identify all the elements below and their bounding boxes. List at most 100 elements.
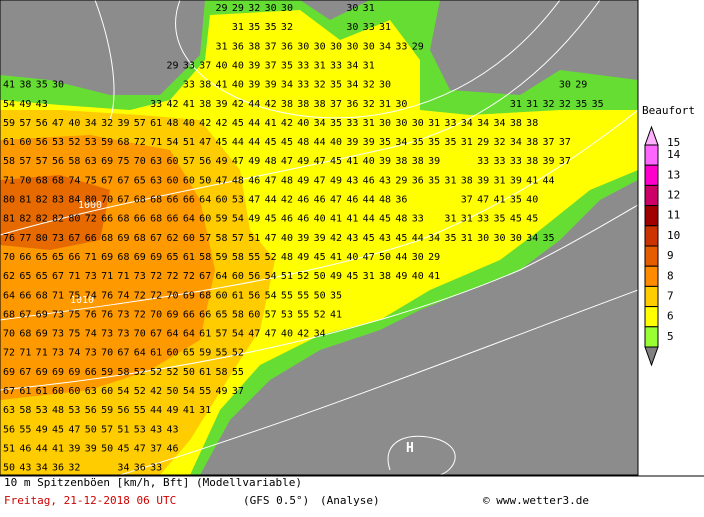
grid-value: 71 [85, 252, 97, 263]
grid-value: 38 [395, 156, 407, 167]
grid-value: 31 [363, 118, 375, 129]
grid-value: 71 [117, 271, 129, 282]
grid-value: 35 [543, 233, 555, 244]
grid-value: 64 [134, 348, 146, 359]
grid-value: 47 [477, 195, 489, 206]
grid-value: 67 [117, 348, 129, 359]
grid-value: 66 [199, 309, 211, 320]
grid-value: 50 [314, 271, 326, 282]
grid-value: 56 [248, 271, 260, 282]
grid-value: 43 [36, 99, 48, 110]
grid-value: 67 [101, 175, 113, 186]
grid-value: 66 [101, 214, 113, 225]
grid-value: 70 [134, 329, 146, 340]
grid-value: 57 [19, 156, 31, 167]
grid-value: 75 [68, 309, 80, 320]
grid-value: 40 [346, 252, 358, 263]
grid-value: 37 [543, 137, 555, 148]
grid-value: 29 [412, 41, 424, 52]
grid-value: 51 [183, 137, 195, 148]
grid-value: 31 [232, 22, 244, 33]
grid-value: 47 [330, 195, 342, 206]
grid-value: 71 [52, 290, 64, 301]
grid-value: 41 [428, 271, 440, 282]
grid-value: 47 [265, 175, 277, 186]
grid-value: 72 [150, 271, 162, 282]
grid-value: 47 [314, 175, 326, 186]
grid-value: 30 [346, 3, 358, 14]
grid-value: 54 [117, 386, 129, 397]
grid-value: 38 [314, 99, 326, 110]
grid-value: 35 [444, 233, 456, 244]
grid-value: 68 [117, 214, 129, 225]
grid-value: 40 [526, 195, 538, 206]
grid-value: 41 [183, 99, 195, 110]
grid-value: 63 [85, 386, 97, 397]
grid-value: 39 [314, 233, 326, 244]
grid-value: 44 [314, 137, 326, 148]
grid-value: 30 [477, 233, 489, 244]
grid-value: 69 [36, 309, 48, 320]
grid-value: 54 [3, 99, 15, 110]
grid-value: 67 [68, 233, 80, 244]
grid-value: 73 [117, 309, 129, 320]
grid-value: 30 [346, 41, 358, 52]
grid-value: 41 [3, 80, 15, 91]
grid-value: 47 [281, 156, 293, 167]
grid-value: 33 [477, 156, 489, 167]
legend-arrow-bottom [644, 346, 659, 367]
grid-value: 49 [216, 386, 228, 397]
grid-value: 43 [379, 233, 391, 244]
grid-value: 77 [19, 233, 31, 244]
grid-value: 30 [559, 80, 571, 91]
grid-value: 46 [346, 195, 358, 206]
grid-value: 47 [134, 443, 146, 454]
isobar [0, 109, 639, 321]
grid-value: 38 [461, 175, 473, 186]
grid-value: 35 [428, 137, 440, 148]
grid-value: 45 [395, 233, 407, 244]
grid-value: 47 [232, 156, 244, 167]
isobar [175, 0, 561, 119]
grid-value: 32 [559, 99, 571, 110]
grid-value: 66 [19, 252, 31, 263]
grid-value: 55 [216, 348, 228, 359]
grid-value: 31 [444, 214, 456, 225]
grid-value: 33 [444, 118, 456, 129]
grid-value: 60 [199, 214, 211, 225]
grid-value: 46 [281, 214, 293, 225]
grid-value: 40 [232, 60, 244, 71]
legend-swatch [644, 245, 659, 267]
legend-label: 9 [667, 249, 674, 262]
grid-value: 54 [183, 386, 195, 397]
grid-value: 39 [248, 60, 260, 71]
grid-value: 43 [379, 175, 391, 186]
legend-swatch [644, 184, 659, 207]
grid-value: 29 [428, 252, 440, 263]
grid-value: 32 [248, 3, 260, 14]
legend-label: 8 [667, 269, 674, 282]
grid-value: 65 [36, 252, 48, 263]
grid-value: 41 [493, 195, 505, 206]
grid-value: 60 [183, 175, 195, 186]
grid-value: 38 [281, 99, 293, 110]
grid-value: 31 [461, 214, 473, 225]
grid-value: 44 [232, 137, 244, 148]
grid-value: 29 [395, 175, 407, 186]
grid-value: 43 [19, 463, 31, 474]
grid-value: 52 [314, 309, 326, 320]
footer-run: (Analyse) [320, 494, 380, 507]
grid-value: 63 [85, 156, 97, 167]
grid-value: 53 [68, 405, 80, 416]
grid-value: 61 [150, 348, 162, 359]
grid-value: 47 [265, 329, 277, 340]
grid-value: 40 [68, 118, 80, 129]
grid-value: 44 [363, 195, 375, 206]
footer-credit: © www.wetter3.de [483, 494, 589, 507]
grid-value: 46 [19, 443, 31, 454]
grid-value: 40 [363, 156, 375, 167]
grid-value: 44 [150, 405, 162, 416]
grid-value: 63 [150, 156, 162, 167]
grid-value: 57 [265, 309, 277, 320]
grid-value: 40 [216, 60, 228, 71]
